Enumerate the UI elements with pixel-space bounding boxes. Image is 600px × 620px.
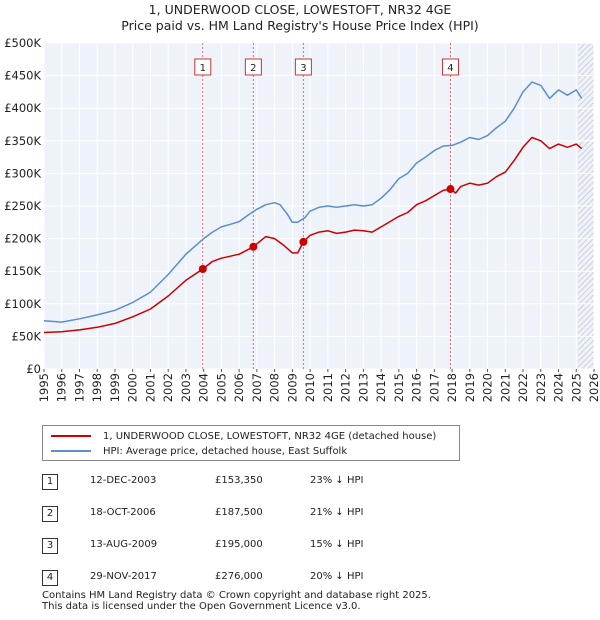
legend-label-property: 1, UNDERWOOD CLOSE, LOWESTOFT, NR32 4GE … [103, 430, 437, 442]
sale-marker-label: 4 [447, 63, 453, 74]
sale-marker-label: 1 [200, 63, 206, 74]
price-chart: 1 2 3 4 £0 £50K £100K £150K £200K £250K £300K £350… [4, 36, 600, 402]
x-tick-label: 2001 [143, 373, 157, 402]
x-tick-label: 2013 [356, 373, 370, 402]
y-axis-ticks: £0 £50K £100K £150K £200K £250K £300K £350K £400… [4, 36, 41, 376]
sale-point [249, 242, 258, 251]
row-hpi-diff: 20% ↓ HPI [310, 571, 364, 582]
legend-item-hpi: HPI: Average price, detached house, East… [51, 444, 347, 458]
legend-label-hpi: HPI: Average price, detached house, East… [103, 445, 348, 457]
x-tick-label: 2007 [250, 373, 264, 402]
sale-markers: 1 2 3 4 [194, 58, 459, 76]
chart-title-line2: Price paid vs. HM Land Registry's House … [121, 18, 479, 33]
x-tick-label: 2016 [410, 373, 424, 402]
table-row: 1 12-DEC-2003 £153,350 23% ↓ HPI [42, 474, 402, 490]
table-row: 2 18-OCT-2006 £187,500 21% ↓ HPI [42, 506, 402, 522]
y-tick-label: £50K [12, 329, 42, 343]
x-tick-label: 2012 [339, 373, 353, 402]
row-hpi-diff: 23% ↓ HPI [310, 475, 364, 486]
row-date: 12-DEC-2003 [90, 475, 157, 486]
row-hpi-diff: 21% ↓ HPI [310, 507, 364, 518]
x-tick-label: 2008 [268, 373, 282, 402]
y-tick-label: £350K [4, 134, 41, 148]
y-tick-label: £0 [26, 362, 41, 376]
table-row: 3 13-AUG-2009 £195,000 15% ↓ HPI [42, 538, 402, 554]
x-tick-label: 2024 [552, 373, 566, 402]
grid-lines [43, 42, 595, 370]
chart-title: 1, UNDERWOOD CLOSE, LOWESTOFT, NR32 4GE … [0, 2, 600, 34]
legend-swatch-property [51, 435, 91, 437]
x-tick-label: 2017 [427, 373, 441, 402]
x-tick-label: 2018 [445, 373, 459, 402]
y-tick-label: £250K [4, 199, 41, 213]
sale-marker-box [194, 58, 212, 76]
x-tick-label: 2011 [321, 373, 335, 402]
row-number-badge: 3 [42, 538, 58, 554]
legend-swatch-hpi [51, 450, 91, 452]
x-tick-label: 2025 [569, 373, 583, 402]
y-tick-label: £200K [4, 232, 41, 246]
x-tick-label: 2009 [285, 373, 299, 402]
x-tick-label: 1996 [55, 373, 69, 402]
table-row: 4 29-NOV-2017 £276,000 20% ↓ HPI [42, 570, 402, 586]
x-tick-label: 1999 [108, 373, 122, 402]
x-tick-label: 2021 [498, 373, 512, 402]
row-price: £276,000 [215, 571, 263, 582]
x-tick-label: 2002 [161, 373, 175, 402]
x-tick-label: 1998 [90, 373, 104, 402]
x-tick-label: 1997 [72, 373, 86, 402]
legend-item-property: 1, UNDERWOOD CLOSE, LOWESTOFT, NR32 4GE … [51, 429, 436, 443]
x-tick-label: 2019 [463, 373, 477, 402]
row-price: £187,500 [215, 507, 263, 518]
sale-marker-box [441, 58, 459, 76]
row-number-badge: 1 [42, 474, 58, 490]
sale-points [198, 185, 455, 274]
sale-marker-box [244, 58, 262, 76]
legend: 1, UNDERWOOD CLOSE, LOWESTOFT, NR32 4GE … [42, 425, 460, 461]
x-tick-label: 2004 [197, 373, 211, 402]
sale-point [198, 265, 207, 274]
x-axis-ticks: 1995 1996 1997 1998 1999 2000 2001 2002 2003 2004… [37, 369, 600, 402]
x-tick-label: 2023 [534, 373, 548, 402]
sale-point [299, 237, 308, 246]
x-tick-label: 2022 [516, 373, 530, 402]
x-tick-label: 2010 [303, 373, 317, 402]
x-tick-label: 2020 [481, 373, 495, 402]
y-tick-label: £450K [4, 69, 41, 83]
footer-line2: This data is licensed under the Open Gov… [42, 601, 361, 612]
row-date: 29-NOV-2017 [90, 571, 157, 582]
x-tick-label: 2006 [232, 373, 246, 402]
x-tick-label: 2005 [214, 373, 228, 402]
y-tick-label: £300K [4, 166, 41, 180]
y-tick-label: £500K [4, 36, 41, 50]
series-line [43, 81, 583, 323]
row-price: £153,350 [215, 475, 263, 486]
row-date: 13-AUG-2009 [90, 539, 158, 550]
x-tick-label: 2014 [374, 373, 388, 402]
y-tick-label: £150K [4, 264, 41, 278]
row-date: 18-OCT-2006 [90, 507, 156, 518]
y-tick-label: £400K [4, 101, 41, 115]
row-price: £195,000 [215, 539, 263, 550]
x-tick-label: 2003 [179, 373, 193, 402]
row-hpi-diff: 15% ↓ HPI [310, 539, 364, 550]
footer-attribution: Contains HM Land Registry data © Crown c… [42, 590, 431, 612]
sale-marker-label: 3 [300, 63, 306, 74]
row-number-badge: 2 [42, 506, 58, 522]
y-tick-label: £100K [4, 297, 41, 311]
x-tick-label: 2000 [126, 373, 140, 402]
x-tick-label: 2026 [587, 373, 600, 402]
chart-title-line1: 1, UNDERWOOD CLOSE, LOWESTOFT, NR32 4GE [148, 2, 452, 17]
sale-marker-box [294, 58, 312, 76]
x-tick-label: 1995 [37, 373, 51, 402]
sale-marker-label: 2 [250, 63, 256, 74]
sale-point [446, 185, 455, 194]
row-number-badge: 4 [42, 570, 58, 586]
x-tick-label: 2015 [392, 373, 406, 402]
footer-line1: Contains HM Land Registry data © Crown c… [42, 590, 431, 601]
